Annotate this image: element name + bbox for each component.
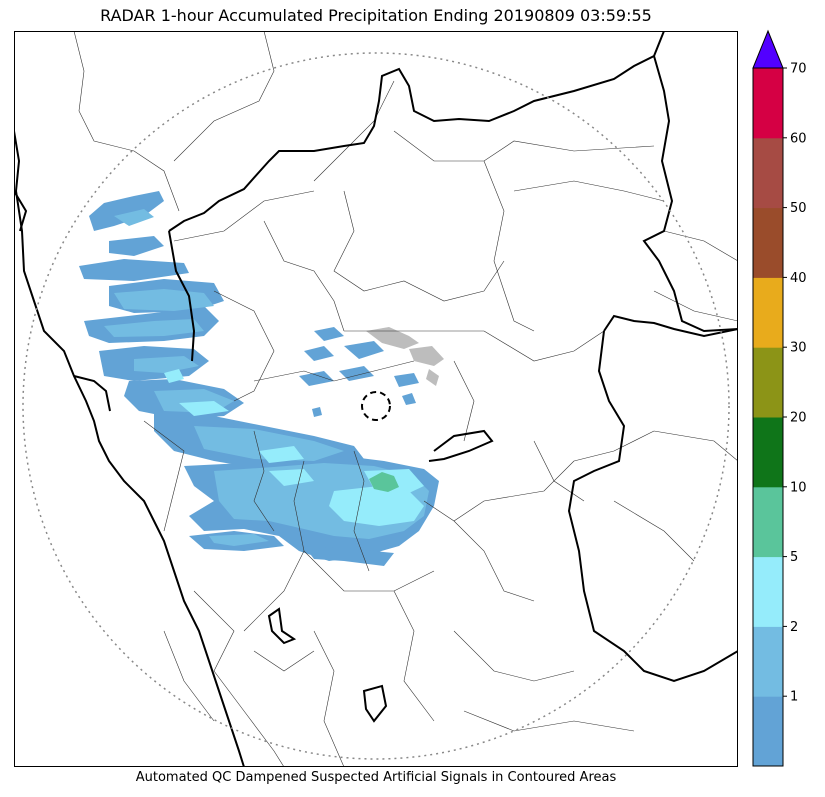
map-title: RADAR 1-hour Accumulated Precipitation E…: [100, 6, 652, 25]
radar-range-ring: [22, 52, 730, 760]
colorbar-bin: [753, 68, 783, 139]
colorbar-ticks: 1 2 5 10 20 30 40 50 60 70: [783, 62, 807, 705]
colorbar-frame: [752, 67, 784, 767]
state-boundaries: [14, 31, 738, 767]
colorbar-tick-label: 60: [790, 131, 807, 146]
colorbar-bins: [753, 68, 783, 767]
colorbar-bin: [753, 207, 783, 278]
coastline: [14, 130, 245, 767]
colorbar-tick-label: 1: [790, 690, 798, 705]
colorbar-tick-label: 10: [790, 480, 807, 495]
colorbar-bin: [753, 347, 783, 418]
radar-site-marker: [361, 391, 391, 421]
colorbar-tick-label: 2: [790, 620, 798, 635]
precipitation-field: [79, 191, 444, 566]
colorbar-tick-label: 20: [790, 411, 807, 426]
colorbar-bin: [753, 486, 783, 558]
colorbar: 1 2 5 10 20 30 40 50 60 70: [752, 29, 807, 767]
colorbar-tick-label: 70: [790, 62, 807, 77]
colorbar-tick-label: 30: [790, 341, 807, 356]
colorbar-bin: [753, 696, 783, 767]
colorbar-bin: [753, 556, 783, 627]
colorbar-bin: [753, 417, 783, 488]
precip-5mm-layer: [369, 472, 399, 492]
district-boundaries: [73, 31, 738, 767]
colorbar-bin: [753, 137, 783, 209]
colorbar-bin: [753, 626, 783, 697]
map-footer-note: Automated QC Dampened Suspected Artifici…: [135, 770, 617, 785]
colorbar-bin: [753, 277, 783, 348]
colorbar-extend-triangle: [752, 29, 784, 69]
colorbar-tick-label: 40: [790, 271, 807, 286]
colorbar-tick-label: 5: [790, 550, 798, 565]
map-frame: [14, 31, 738, 767]
qc-dampened-areas: [366, 327, 444, 386]
colorbar-tick-label: 50: [790, 201, 807, 216]
radar-map: [14, 31, 738, 767]
